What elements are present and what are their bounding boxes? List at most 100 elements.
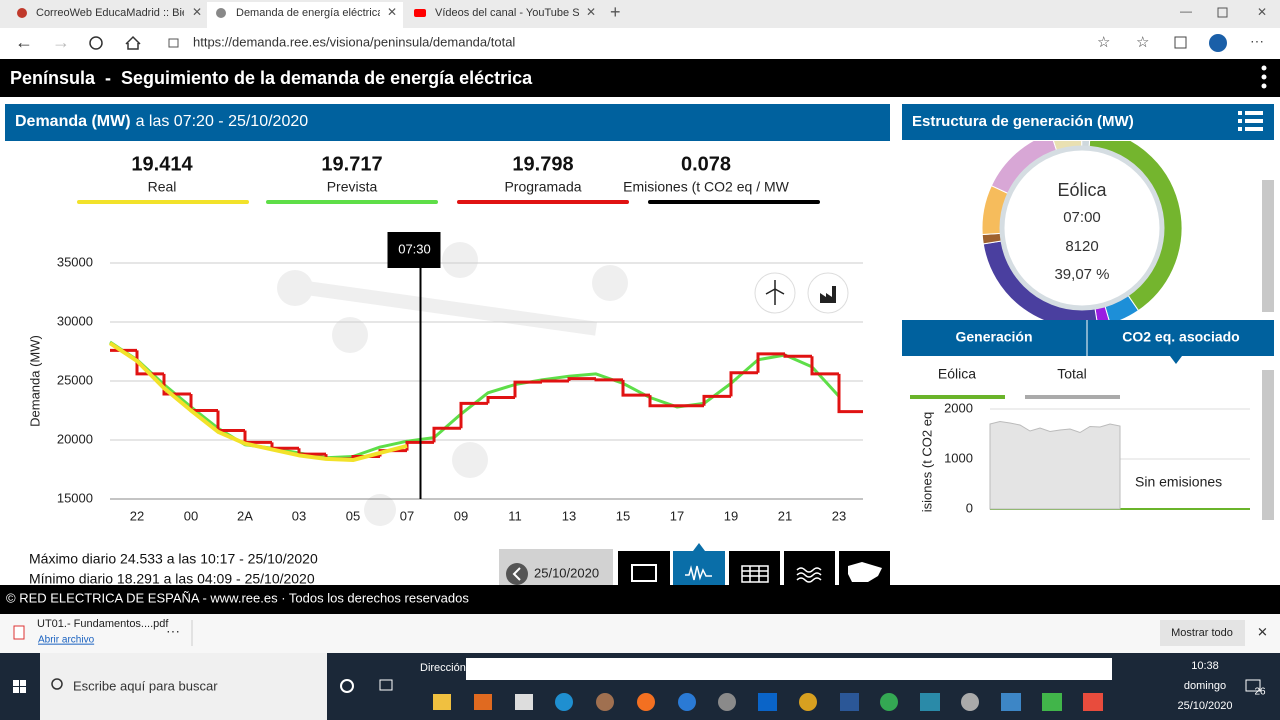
search-placeholder: Escribe aquí para buscar — [73, 678, 218, 693]
tab-close[interactable]: ✕ — [387, 5, 397, 19]
x-tick-label: 03 — [292, 508, 306, 523]
taskbar-apps[interactable] — [433, 693, 1103, 711]
profile-button[interactable] — [1209, 34, 1227, 52]
url-field[interactable] — [156, 30, 1158, 57]
search-icon — [51, 678, 63, 690]
x-tick-label: 17 — [670, 508, 684, 523]
tab-icon — [414, 9, 426, 17]
reload-button[interactable] — [89, 36, 103, 50]
active-tab[interactable] — [207, 2, 403, 28]
close-downloads[interactable]: ✕ — [1257, 624, 1268, 639]
footer-text: © RED ELECTRICA DE ESPAÑA - www.ree.es ·… — [6, 590, 469, 605]
x-tick-label: 07 — [400, 508, 414, 523]
tab-icon — [216, 8, 226, 18]
back-button[interactable]: ← — [15, 32, 33, 52]
daily-max: Máximo diario 24.533 a las 10:17 - 25/10… — [29, 551, 318, 567]
y-tick-label: 2000 — [944, 400, 973, 415]
donut-inner-ring — [999, 145, 1165, 311]
page-menu[interactable] — [1261, 65, 1267, 71]
address-toolbar[interactable] — [466, 658, 1112, 680]
tab-title: CorreoWeb EducaMadrid :: Bienv — [36, 7, 200, 19]
kpi-label: Programada — [504, 179, 581, 195]
forward-button[interactable]: → — [52, 32, 70, 52]
list-icon[interactable] — [1238, 111, 1263, 131]
generation-subtab: Total — [1057, 366, 1087, 382]
search-box[interactable] — [40, 653, 327, 720]
scrollbar[interactable] — [1262, 370, 1274, 520]
y-axis-label: isiones (t CO2 eq — [919, 412, 934, 512]
generation-subtab: Eólica — [938, 366, 976, 382]
lock-icon — [168, 38, 179, 48]
y-axis-label: Demanda (MW) — [27, 335, 42, 427]
x-tick-label: 2A — [237, 508, 253, 523]
close-window[interactable]: ✕ — [1257, 5, 1267, 19]
open-file[interactable]: Abrir archivo — [38, 635, 95, 646]
step-segment — [513, 380, 542, 398]
prev-day[interactable] — [506, 563, 528, 585]
no-emissions-label: Sin emisiones — [1135, 474, 1222, 490]
step-segment — [135, 350, 164, 376]
download-menu[interactable]: ··· — [166, 623, 180, 639]
page-title: Península - Seguimiento de la demanda de… — [10, 68, 533, 88]
donut-center-value: 8120 — [1065, 238, 1098, 255]
maximize[interactable] — [1217, 7, 1228, 18]
kpi-label: Prevista — [327, 179, 378, 195]
kpi-value: 0.078 — [681, 153, 731, 175]
x-tick-label: 11 — [508, 508, 522, 523]
x-tick-label: 13 — [562, 508, 576, 523]
new-tab[interactable]: + — [610, 2, 621, 22]
chart-button[interactable] — [673, 551, 725, 585]
demand-title-main: Demanda (MW) — [15, 113, 131, 130]
kpi-label: Emisiones (t CO2 eq / MW — [623, 179, 789, 195]
step-segment — [162, 373, 191, 396]
notification-icon[interactable] — [1245, 679, 1261, 692]
kpi-value: 19.717 — [321, 153, 382, 175]
active-notch — [693, 543, 705, 551]
tab-close[interactable]: ✕ — [192, 5, 202, 19]
footer — [0, 585, 1280, 614]
calendar-button[interactable] — [618, 551, 670, 585]
scrollbar[interactable] — [1262, 180, 1274, 312]
download-file: UT01.- Fundamentos....pdf — [37, 618, 169, 630]
tab-close[interactable]: ✕ — [586, 5, 596, 19]
chart-icon — [685, 565, 712, 581]
download-bar — [0, 614, 1280, 653]
step-segment — [486, 396, 515, 404]
start-button[interactable] — [13, 680, 26, 693]
y-tick-label: 0 — [966, 500, 973, 515]
cortana[interactable] — [340, 679, 354, 693]
prev-arrow — [512, 567, 521, 581]
x-tick-label: 00 — [184, 508, 198, 523]
generation-tab: CO2 eq. asociado — [1122, 329, 1239, 345]
x-tick-label: 15 — [616, 508, 630, 523]
generation-title: Estructura de generación (MW) — [912, 113, 1134, 130]
favorite-button[interactable]: ☆ — [1097, 34, 1110, 51]
step-segment — [783, 353, 812, 358]
show-all-button[interactable] — [1160, 620, 1245, 646]
minimize[interactable]: — — [1180, 4, 1192, 18]
waves-button[interactable] — [784, 551, 835, 585]
show-all-label: Mostrar todo — [1171, 627, 1233, 639]
kpi-label: Real — [148, 179, 177, 195]
x-tick-label: 23 — [832, 508, 846, 523]
menu-button[interactable]: ··· — [1250, 33, 1264, 49]
kpi-underline — [266, 200, 438, 204]
table-button[interactable] — [729, 551, 780, 585]
kpi-value: 19.798 — [512, 153, 573, 175]
step-segment — [756, 352, 785, 373]
y-tick-label: 25000 — [57, 372, 93, 387]
notification-count: 26 — [1254, 687, 1266, 698]
selected-date: 25/10/2020 — [534, 565, 599, 580]
donut-center-name: Eólica — [1057, 180, 1107, 200]
home-button[interactable] — [125, 35, 141, 50]
step-segment — [567, 377, 596, 381]
kpi-underline — [77, 200, 249, 204]
clock-date: 25/10/2020 — [1177, 700, 1232, 712]
collections-button[interactable] — [1174, 36, 1187, 49]
kpi-underline — [648, 200, 820, 204]
step-segment — [810, 356, 839, 376]
factory-button[interactable] — [807, 272, 849, 314]
clock-day: domingo — [1184, 680, 1226, 692]
favorites-button[interactable]: ☆ — [1136, 34, 1149, 51]
task-view[interactable] — [379, 679, 393, 691]
